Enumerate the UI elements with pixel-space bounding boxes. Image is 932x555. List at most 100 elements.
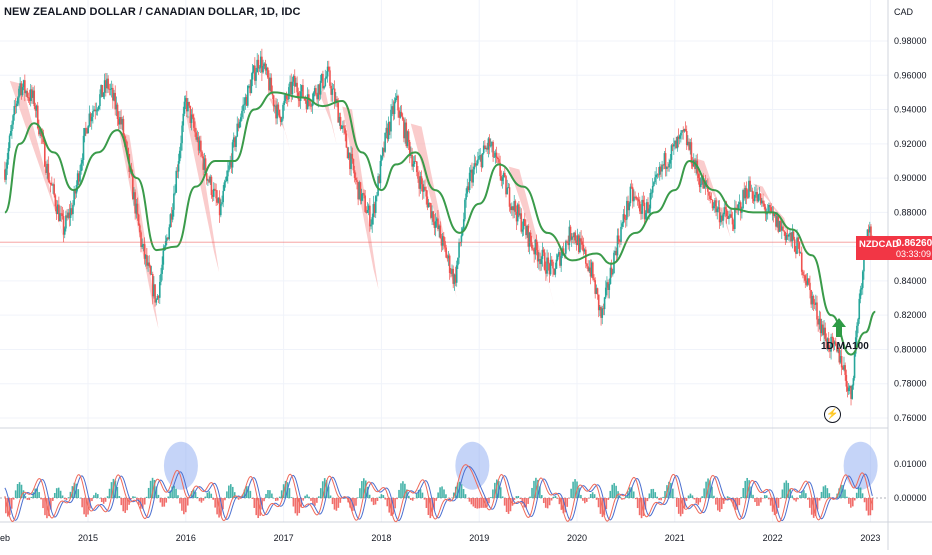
histogram-bar-up [445,494,447,498]
histogram-bar-down [136,498,138,501]
candle-up [22,80,25,88]
candle-down [581,241,584,245]
candle-down [33,90,36,107]
candle-down [643,202,646,220]
highlight-circle [163,441,198,490]
time-tick-label: 2016 [176,533,196,543]
candle-up [133,192,135,200]
candle-down [107,78,109,89]
candle-down [550,259,553,262]
candle-down [143,244,146,259]
candle-down [697,173,700,178]
candle-up [320,73,323,81]
histogram-bar-down [509,498,512,512]
candle-down [845,374,848,387]
histogram-bar-up [194,492,197,498]
candle-down [763,203,765,207]
candle-down [764,206,767,214]
candle-up [554,268,557,275]
candle-down [783,230,785,232]
candle-up [435,218,438,222]
histogram-bar-down [677,498,680,514]
histogram-bar-down [634,498,637,500]
candle-down [201,151,203,157]
histogram-bar-down [584,498,586,504]
candle-down [838,347,841,363]
ma-layer [3,91,876,356]
histogram-bar-up [321,481,324,498]
candle-down [508,187,511,207]
histogram-bar-down [760,498,762,503]
candle-up [227,170,229,177]
candle-up [102,92,105,97]
candle-down [200,140,202,152]
candle-up [717,207,720,209]
histogram-bar-down [384,498,387,500]
candle-down [167,237,169,240]
candle-up [833,341,836,345]
histogram-bar-up [822,486,825,498]
candle-up [728,215,730,219]
price-tick-label: 0.76000 [894,413,927,423]
drawdown-wedge [185,115,220,273]
histogram-bar-down [693,498,696,500]
candle-up [207,179,209,181]
candle-up [573,232,575,238]
histogram-bar-down [472,498,475,507]
candle-down [261,56,263,73]
candle-down [322,73,324,89]
histogram-bar-up [327,486,330,498]
candle-down [146,254,148,266]
candle-up [252,65,255,72]
candle-up [263,63,266,66]
histogram-bar-down [658,498,660,501]
candle-up [222,190,224,203]
candle-down [204,158,207,174]
candle-up [473,163,476,170]
candle-up [648,208,650,213]
histogram-bar-up [801,491,803,498]
candle-down [640,211,642,214]
candle-down [140,232,142,247]
ma-annotation-label: 1D MA100 [821,341,869,352]
candle-up [754,194,756,202]
candle-down [762,200,764,204]
candle-up [370,224,372,227]
histogram-bar-down [585,498,588,502]
oscillator-layer [0,441,888,523]
histogram-bar-down [310,498,312,501]
candle-down [499,162,501,177]
histogram-bar-down [773,498,776,516]
candle-down [594,280,596,294]
candle-down [587,266,589,272]
candle-down [662,164,665,166]
candle-down [424,186,426,191]
histogram-bar-up [615,485,617,498]
candle-down [637,199,640,202]
candle-up [381,148,384,156]
candle-down [191,114,194,118]
candle-up [9,130,12,136]
candle-up [362,193,364,195]
lightning-icon[interactable]: ⚡ [824,406,841,423]
candle-down [531,242,533,249]
candle-up [716,208,719,213]
histogram-bar-down [679,498,682,517]
candle-down [784,231,787,241]
candle-up [482,145,485,154]
histogram-bar-down [808,498,811,508]
histogram-bar-down [642,498,645,517]
candle-up [599,306,601,311]
histogram-bar-down [480,498,482,508]
candle-up [799,252,802,254]
candle-up [478,156,480,160]
histogram-bar-up [208,491,211,498]
candle-down [677,136,680,139]
candle-up [325,76,328,79]
histogram-bar-up [306,494,308,498]
candle-down [154,284,156,303]
candle-down [709,195,712,200]
candle-up [616,235,619,256]
